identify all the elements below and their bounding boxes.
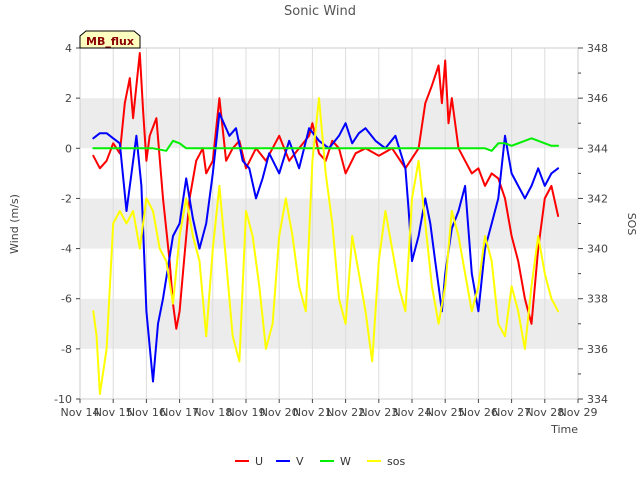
x-tick-label: Nov 22	[326, 406, 365, 419]
chart-title: Sonic Wind	[284, 4, 356, 19]
x-tick-label: Nov 20	[260, 406, 299, 419]
x-tick-label: Nov 23	[359, 406, 398, 419]
left-tick-label: -6	[61, 293, 72, 306]
left-tick-label: 2	[65, 92, 72, 105]
right-tick-label: 346	[587, 92, 608, 105]
right-tick-label: 334	[587, 393, 608, 406]
series-line-u	[92, 52, 560, 330]
grid-band	[80, 98, 578, 149]
legend-label-v: V	[296, 455, 304, 468]
legend-label-w: W	[340, 455, 351, 468]
right-tick-label: 342	[587, 192, 608, 205]
x-tick-label: Nov 21	[293, 406, 332, 419]
x-tick-label: Nov 25	[426, 406, 465, 419]
right-tick-label: 336	[587, 343, 608, 356]
right-tick-label: 344	[587, 142, 608, 155]
right-tick-label: 340	[587, 243, 608, 256]
left-axis-ticks: -10 -8 -6 -4 -2 0 2 4	[54, 42, 80, 406]
grid-band	[80, 48, 578, 99]
x-tick-label: Nov 17	[160, 406, 199, 419]
x-tick-label: Nov 28	[525, 406, 564, 419]
station-badge-box	[79, 30, 141, 49]
x-tick-label: Nov 15	[94, 406, 133, 419]
x-tick-label: Nov 26	[459, 406, 498, 419]
grid-band	[80, 298, 578, 349]
x-tick-label: Nov 27	[492, 406, 531, 419]
series-line-v	[92, 112, 560, 383]
left-axis-label: Wind (m/s)	[8, 194, 21, 254]
right-tick-label: 348	[587, 42, 608, 55]
left-tick-label: 4	[65, 42, 72, 55]
left-tick-label: 0	[65, 142, 72, 155]
station-badge: MB_flux	[79, 30, 141, 49]
x-tick-label: Nov 29	[559, 406, 598, 419]
left-tick-label: -2	[61, 192, 72, 205]
legend-label-sos: sos	[387, 455, 405, 468]
right-tick-label: 338	[587, 293, 608, 306]
left-tick-label: -10	[54, 393, 72, 406]
x-axis-label: Time	[550, 423, 578, 436]
left-tick-label: -8	[61, 343, 72, 356]
series-line-w	[92, 137, 560, 152]
left-tick-label: -4	[61, 243, 72, 256]
station-badge-label: MB_flux	[86, 35, 134, 48]
x-tick-label: Nov 19	[227, 406, 266, 419]
x-tick-label: Nov 24	[393, 406, 432, 419]
x-tick-label: Nov 16	[127, 406, 166, 419]
grid-band	[80, 248, 578, 299]
x-tick-label: Nov 14	[61, 406, 100, 419]
right-axis-label: SOS	[625, 213, 638, 236]
x-tick-label: Nov 18	[193, 406, 232, 419]
legend-label-u: U	[255, 455, 263, 468]
grid-band	[80, 348, 578, 399]
right-axis-ticks: 334 336 338 340 342 344 346 348	[578, 42, 608, 406]
series-layer	[92, 52, 560, 395]
series-line-sos	[92, 97, 560, 395]
